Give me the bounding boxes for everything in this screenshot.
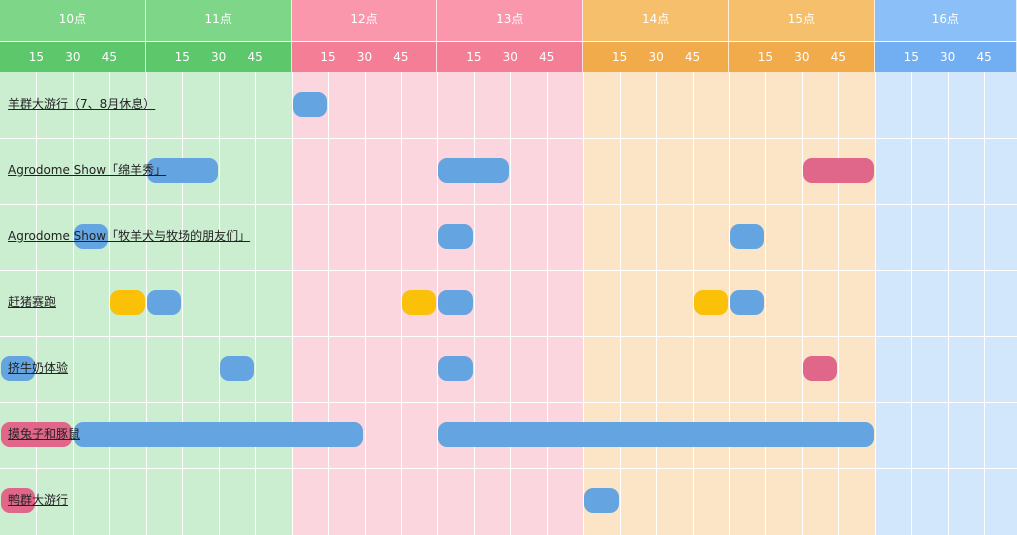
activity-slot-bar[interactable] (584, 488, 619, 513)
quarter-header-row (874, 42, 1017, 72)
tick-label: 30 (211, 50, 227, 64)
grid-hline (0, 204, 1017, 205)
grid-vline (620, 72, 621, 535)
activity-slot-bar[interactable] (1, 488, 36, 513)
tick-label: 30 (940, 50, 956, 64)
grid-vline (182, 72, 183, 535)
grid-vline (109, 72, 110, 535)
grid-vline (875, 72, 876, 535)
activity-name-link[interactable]: Agrodome Show「绵羊秀」 (8, 163, 167, 177)
activity-slot-bar[interactable] (110, 290, 145, 315)
quarter-header-row (729, 42, 875, 72)
hour-header-13: 13点 (437, 0, 584, 41)
hour-header-14: 14点 (583, 0, 729, 41)
activity-slot-bar[interactable] (73, 422, 364, 447)
activity-slot-bar[interactable] (438, 224, 473, 249)
grid-vline (36, 72, 37, 535)
activity-slot-bar[interactable] (693, 290, 728, 315)
activity-slot-bar[interactable] (802, 356, 838, 381)
activity-slot-bar[interactable] (438, 290, 473, 315)
grid-vline (693, 72, 694, 535)
quarter-header-row (583, 42, 729, 72)
hour-header-16: 16点 (874, 0, 1017, 41)
grid-vline (911, 72, 912, 535)
activity-slot-bar[interactable] (438, 356, 473, 381)
activity-slot-bar[interactable] (146, 290, 182, 315)
grid-vline (510, 72, 511, 535)
tick-label: 15 (466, 50, 482, 64)
hour-header-11: 11点 (145, 0, 292, 41)
grid-vline (328, 72, 329, 535)
tick-label: 30 (65, 50, 81, 64)
tick-label: 15 (757, 50, 774, 64)
activity-slot-bar[interactable] (292, 92, 328, 117)
grid-hline (0, 138, 1017, 139)
grid-hline (0, 402, 1017, 403)
grid-vline (838, 72, 839, 535)
grid-vline (547, 72, 548, 535)
grid-vline (474, 72, 475, 535)
activity-slot-bar[interactable] (1, 356, 36, 381)
tick-label: 30 (794, 50, 810, 64)
tick-label: 15 (320, 50, 336, 64)
grid-vline (73, 72, 74, 535)
quarter-header-row (145, 42, 292, 72)
hour-header-15: 15点 (729, 0, 875, 41)
tick-label: 45 (247, 50, 263, 64)
grid-vline (219, 72, 220, 535)
grid-vline (365, 72, 366, 535)
activity-slot-bar[interactable] (1, 422, 72, 447)
tick-label: 30 (356, 50, 373, 64)
tick-label: 15 (28, 50, 45, 64)
tick-label: 45 (539, 50, 555, 64)
activity-slot-bar[interactable] (146, 158, 218, 183)
quarter-header-row (437, 42, 584, 72)
grid-vline (802, 72, 803, 535)
grid-vline (255, 72, 256, 535)
tick-label: 45 (393, 50, 409, 64)
activity-slot-bar[interactable] (438, 158, 510, 183)
tick-label: 15 (612, 50, 628, 64)
tick-label: 45 (684, 50, 701, 64)
hour-header-12: 12点 (291, 0, 438, 41)
activity-slot-bar[interactable] (219, 356, 255, 381)
grid-vline (146, 72, 147, 535)
activity-name-link[interactable]: Agrodome Show「牧羊犬与牧场的朋友们」 (8, 229, 251, 243)
tick-label: 15 (174, 50, 190, 64)
grid-vline (401, 72, 402, 535)
grid-vline (656, 72, 657, 535)
grid-vline (729, 72, 730, 535)
activity-slot-bar[interactable] (438, 422, 874, 447)
grid-hline (0, 468, 1017, 469)
activity-slot-bar[interactable] (73, 224, 109, 249)
activity-name-link[interactable]: 羊群大游行（7、8月休息） (8, 97, 156, 111)
tick-label: 45 (101, 50, 117, 64)
hour-header-10: 10点 (0, 0, 146, 41)
activity-slot-bar[interactable] (401, 290, 437, 315)
tick-label: 45 (976, 50, 992, 64)
grid-vline (583, 72, 584, 535)
activity-slot-bar[interactable] (730, 290, 765, 315)
activity-name-link[interactable]: 鸭群大游行 (8, 493, 69, 507)
grid-vline (437, 72, 438, 535)
activity-slot-bar[interactable] (802, 158, 874, 183)
hour-column-bg (874, 72, 1017, 535)
activity-name-link[interactable]: 挤牛奶体验 (8, 361, 69, 375)
tick-label: 30 (648, 50, 664, 64)
activity-name-link[interactable]: 摸兔子和豚鼠 (8, 427, 81, 441)
grid-vline (765, 72, 766, 535)
grid-vline (984, 72, 985, 535)
grid-vline (292, 72, 293, 535)
quarter-header-row (291, 42, 438, 72)
tick-label: 45 (830, 50, 846, 64)
quarter-header-row (0, 42, 146, 72)
tick-label: 15 (903, 50, 919, 64)
activity-name-link[interactable]: 赶猪赛跑 (8, 295, 57, 309)
activity-slot-bar[interactable] (730, 224, 765, 249)
grid-hline (0, 270, 1017, 271)
grid-vline (948, 72, 949, 535)
tick-label: 30 (502, 50, 518, 64)
grid-hline (0, 336, 1017, 337)
